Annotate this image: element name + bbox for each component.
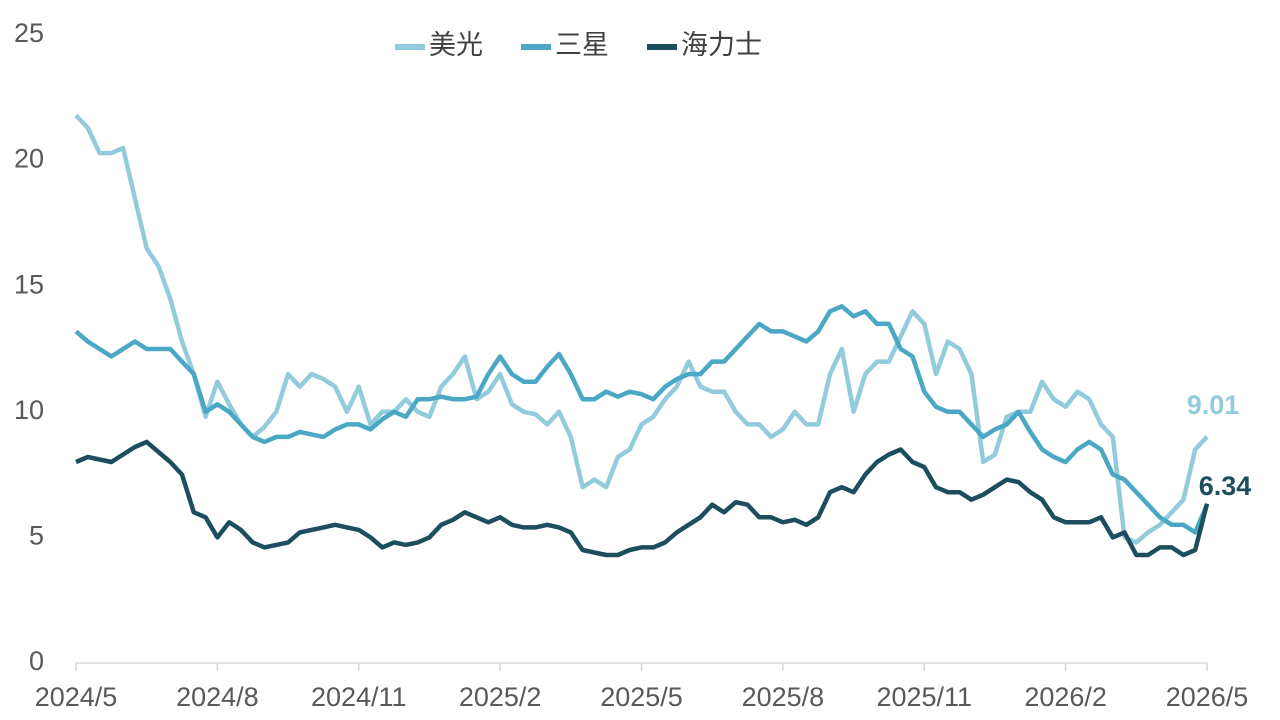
x-tick-label: 2026/5 <box>1166 682 1249 712</box>
y-tick-label: 25 <box>14 18 44 48</box>
x-tick-label: 2025/5 <box>600 682 683 712</box>
value-label: 9.01 <box>1187 390 1240 420</box>
line-series <box>74 304 1210 535</box>
x-tick-label: 2026/2 <box>1024 682 1107 712</box>
legend-label: 美光 <box>429 30 483 60</box>
x-tick-label: 2025/11 <box>876 682 972 712</box>
y-tick-label: 0 <box>29 646 44 676</box>
line-series <box>75 439 1210 558</box>
y-tick-label: 15 <box>14 269 44 299</box>
x-tick-label: 2025/2 <box>459 682 542 712</box>
x-tick-label: 2025/8 <box>742 682 825 712</box>
y-tick-label: 10 <box>14 395 44 425</box>
x-tick-label: 2024/8 <box>176 682 259 712</box>
legend-label: 三星 <box>555 30 609 60</box>
x-tick-label: 2024/11 <box>311 682 407 712</box>
line-series <box>74 113 1209 545</box>
y-tick-label: 20 <box>14 144 44 174</box>
legend-label: 海力士 <box>681 30 762 60</box>
value-label: 6.34 <box>1199 471 1252 501</box>
x-tick-label: 2024/5 <box>35 682 118 712</box>
y-tick-label: 5 <box>29 521 44 551</box>
